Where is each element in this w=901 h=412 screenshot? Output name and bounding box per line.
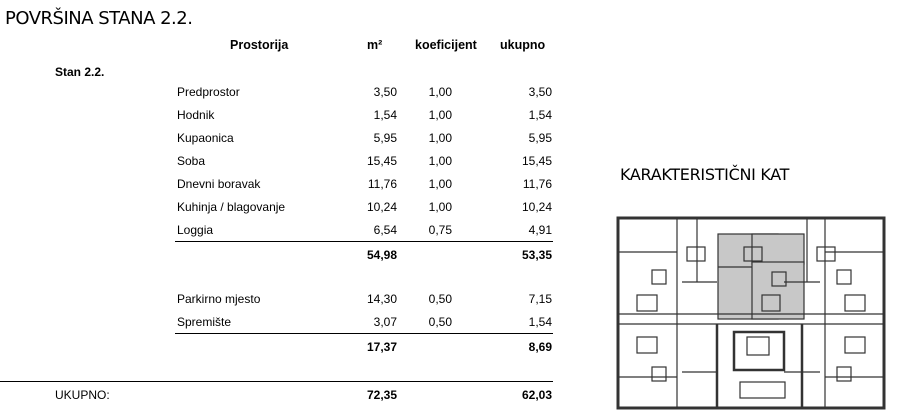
- room-name: Loggia: [177, 223, 214, 237]
- room-area: 14,30: [366, 292, 397, 306]
- room-coef: 1,00: [428, 200, 452, 214]
- room-coef: 0,50: [428, 292, 452, 306]
- room-coef: 1,00: [428, 108, 452, 122]
- room-total: 1,54: [528, 108, 552, 122]
- room-area: 15,45: [366, 154, 397, 168]
- room-coef: 0,75: [428, 223, 452, 237]
- room-name: Kupaonica: [177, 131, 234, 145]
- divider: [175, 333, 553, 334]
- room-total: 11,76: [522, 177, 552, 191]
- subtotal2-area: 17,37: [366, 340, 397, 354]
- room-area: 10,24: [366, 200, 397, 214]
- header-room: Prostorija: [230, 38, 289, 52]
- room-area: 5,95: [373, 131, 397, 145]
- room-name: Soba: [177, 154, 206, 168]
- room-name: Dnevni boravak: [177, 177, 261, 191]
- divider: [0, 381, 553, 382]
- room-name: Predprostor: [177, 85, 240, 99]
- plan-title: KARAKTERISTIČNI KAT: [620, 165, 790, 184]
- room-total: 1,54: [528, 315, 552, 329]
- room-area: 3,50: [373, 85, 397, 99]
- grand-label: UKUPNO:: [55, 388, 110, 402]
- grand-area: 72,35: [366, 388, 397, 402]
- room-total: 15,45: [521, 154, 552, 168]
- room-area: 1,54: [373, 108, 397, 122]
- header-coef: koeficijent: [415, 38, 477, 52]
- grand-total: 62,03: [521, 388, 552, 402]
- room-coef: 1,00: [428, 177, 452, 191]
- room-area: 6,54: [373, 223, 397, 237]
- room-total: 5,95: [528, 131, 552, 145]
- room-coef: 1,00: [428, 131, 452, 145]
- room-total: 7,15: [528, 292, 552, 306]
- room-total: 4,91: [528, 223, 552, 237]
- room-name: Kuhinja / blagovanje: [177, 200, 286, 214]
- divider: [175, 241, 553, 242]
- subtotal1-area: 54,98: [366, 248, 397, 262]
- room-area: 3,07: [373, 315, 397, 329]
- room-total: 10,24: [521, 200, 552, 214]
- room-name: Spremište: [177, 315, 232, 329]
- room-area: 11,76: [367, 177, 397, 191]
- header-area: m²: [367, 38, 383, 52]
- room-name: Parkirno mjesto: [177, 292, 261, 306]
- subtotal1-total: 53,35: [521, 248, 552, 262]
- header-total: ukupno: [500, 38, 546, 52]
- floor-plan-image: [616, 216, 886, 410]
- room-coef: 0,50: [428, 315, 452, 329]
- subtotal2-total: 8,69: [528, 340, 552, 354]
- room-coef: 1,00: [428, 85, 452, 99]
- page-title: POVRŠINA STANA 2.2.: [5, 8, 193, 29]
- room-name: Hodnik: [177, 108, 215, 122]
- apartment-label: Stan 2.2.: [55, 65, 105, 79]
- room-total: 3,50: [528, 85, 552, 99]
- room-coef: 1,00: [428, 154, 452, 168]
